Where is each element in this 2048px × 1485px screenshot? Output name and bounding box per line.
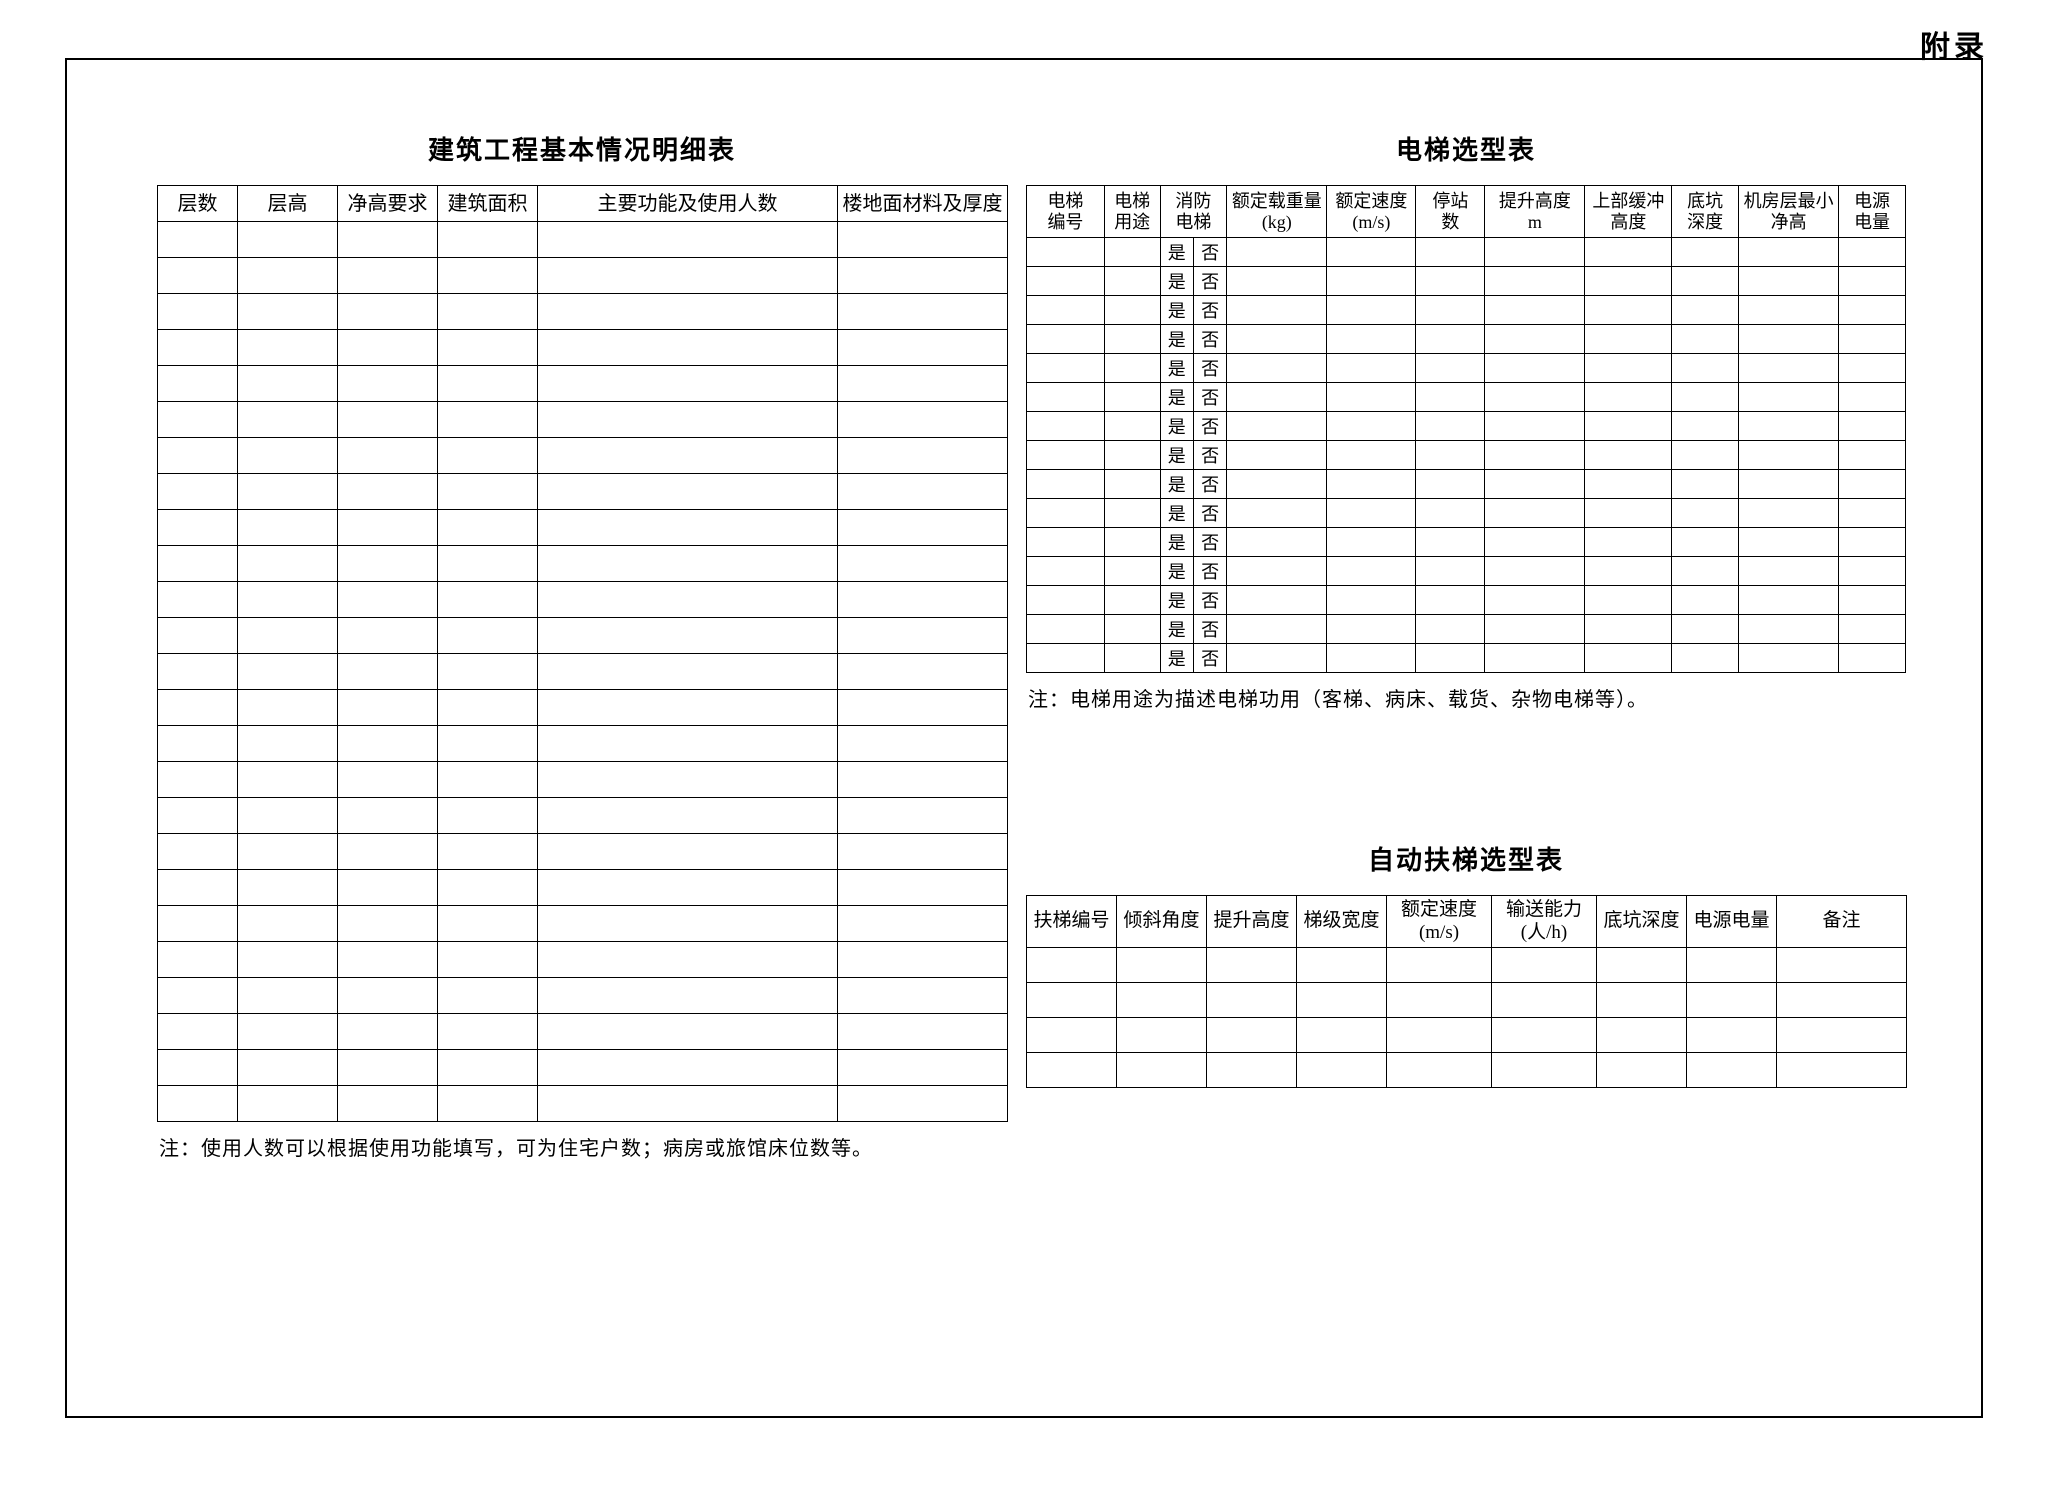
table1-col-5: 楼地面材料及厚度 [838, 186, 1008, 222]
table3-col-6: 底坑深度 [1597, 896, 1687, 948]
table3-col-4: 额定速度(m/s) [1387, 896, 1492, 948]
table3-title: 自动扶梯选型表 [1026, 840, 1906, 877]
table-row [158, 474, 1008, 510]
table3-col-0: 扶梯编号 [1027, 896, 1117, 948]
table-row [158, 1086, 1008, 1122]
table2-header-row: 电梯编号电梯用途消防电梯额定载重量(kg)额定速度(m/s)停站数提升高度m上部… [1027, 186, 1906, 238]
table-row: 是否 [1027, 296, 1906, 325]
table2-footnote: 注：电梯用途为描述电梯功用（客梯、病床、载货、杂物电梯等）。 [1028, 683, 1906, 712]
table-row [158, 870, 1008, 906]
table3-col-1: 倾斜角度 [1117, 896, 1207, 948]
table1-col-4: 主要功能及使用人数 [538, 186, 838, 222]
table-row [158, 258, 1008, 294]
table-row: 是否 [1027, 557, 1906, 586]
table-row: 是否 [1027, 412, 1906, 441]
table2-col-8: 底坑深度 [1672, 186, 1739, 238]
table2-col-0: 电梯编号 [1027, 186, 1105, 238]
table3-block: 自动扶梯选型表 扶梯编号倾斜角度提升高度梯级宽度额定速度(m/s)输送能力(人/… [1026, 840, 1906, 1088]
table2-col-5: 停站数 [1416, 186, 1485, 238]
table3: 扶梯编号倾斜角度提升高度梯级宽度额定速度(m/s)输送能力(人/h)底坑深度电源… [1026, 895, 1907, 1088]
table3-header-row: 扶梯编号倾斜角度提升高度梯级宽度额定速度(m/s)输送能力(人/h)底坑深度电源… [1027, 896, 1907, 948]
table-row [158, 726, 1008, 762]
table-row: 是否 [1027, 470, 1906, 499]
table-row [158, 222, 1008, 258]
table2-col-10: 电源电量 [1839, 186, 1906, 238]
table1-title: 建筑工程基本情况明细表 [157, 130, 1007, 167]
table-row [158, 546, 1008, 582]
page-frame: 建筑工程基本情况明细表 层数层高净高要求建筑面积主要功能及使用人数楼地面材料及厚… [65, 58, 1983, 1418]
table1-col-1: 层高 [238, 186, 338, 222]
table3-col-5: 输送能力(人/h) [1492, 896, 1597, 948]
table1-footnote: 注：使用人数可以根据使用功能填写，可为住宅户数；病房或旅馆床位数等。 [159, 1132, 1007, 1161]
table2: 电梯编号电梯用途消防电梯额定载重量(kg)额定速度(m/s)停站数提升高度m上部… [1026, 185, 1906, 673]
table-row: 是否 [1027, 615, 1906, 644]
table-row [158, 942, 1008, 978]
table2-block: 电梯选型表 电梯编号电梯用途消防电梯额定载重量(kg)额定速度(m/s)停站数提… [1026, 130, 1906, 712]
table-row [158, 438, 1008, 474]
table-row: 是否 [1027, 499, 1906, 528]
table2-col-4: 额定速度(m/s) [1327, 186, 1416, 238]
table-row [1027, 1018, 1907, 1053]
table-row [158, 1050, 1008, 1086]
table-row [158, 402, 1008, 438]
table-row: 是否 [1027, 644, 1906, 673]
table2-col-2: 消防电梯 [1160, 186, 1227, 238]
table-row: 是否 [1027, 238, 1906, 267]
table-row: 是否 [1027, 383, 1906, 412]
table2-col-3: 额定载重量(kg) [1227, 186, 1327, 238]
table-row: 是否 [1027, 528, 1906, 557]
table1-col-0: 层数 [158, 186, 238, 222]
table2-col-9: 机房层最小净高 [1739, 186, 1839, 238]
table-row [158, 978, 1008, 1014]
table-row: 是否 [1027, 586, 1906, 615]
table-row [158, 510, 1008, 546]
table-row [1027, 948, 1907, 983]
table3-col-3: 梯级宽度 [1297, 896, 1387, 948]
table-row [158, 366, 1008, 402]
table2-col-7: 上部缓冲高度 [1585, 186, 1672, 238]
table1: 层数层高净高要求建筑面积主要功能及使用人数楼地面材料及厚度 [157, 185, 1008, 1122]
table-row [158, 654, 1008, 690]
table-row [158, 762, 1008, 798]
table-row [158, 690, 1008, 726]
table-row: 是否 [1027, 354, 1906, 383]
table-row [158, 582, 1008, 618]
table1-col-3: 建筑面积 [438, 186, 538, 222]
table3-col-7: 电源电量 [1687, 896, 1777, 948]
table1-col-2: 净高要求 [338, 186, 438, 222]
table1-header-row: 层数层高净高要求建筑面积主要功能及使用人数楼地面材料及厚度 [158, 186, 1008, 222]
table-row [158, 1014, 1008, 1050]
table2-title: 电梯选型表 [1026, 130, 1906, 167]
table-row [158, 294, 1008, 330]
table2-col-6: 提升高度m [1485, 186, 1585, 238]
table-row [1027, 1053, 1907, 1088]
table2-col-1: 电梯用途 [1104, 186, 1160, 238]
table3-col-8: 备注 [1777, 896, 1907, 948]
table-row [158, 834, 1008, 870]
table-row [1027, 983, 1907, 1018]
table-row [158, 906, 1008, 942]
table-row: 是否 [1027, 267, 1906, 296]
table-row: 是否 [1027, 441, 1906, 470]
table3-col-2: 提升高度 [1207, 896, 1297, 948]
table-row [158, 618, 1008, 654]
table-row [158, 798, 1008, 834]
table-row: 是否 [1027, 325, 1906, 354]
table-row [158, 330, 1008, 366]
table1-block: 建筑工程基本情况明细表 层数层高净高要求建筑面积主要功能及使用人数楼地面材料及厚… [157, 130, 1007, 1161]
